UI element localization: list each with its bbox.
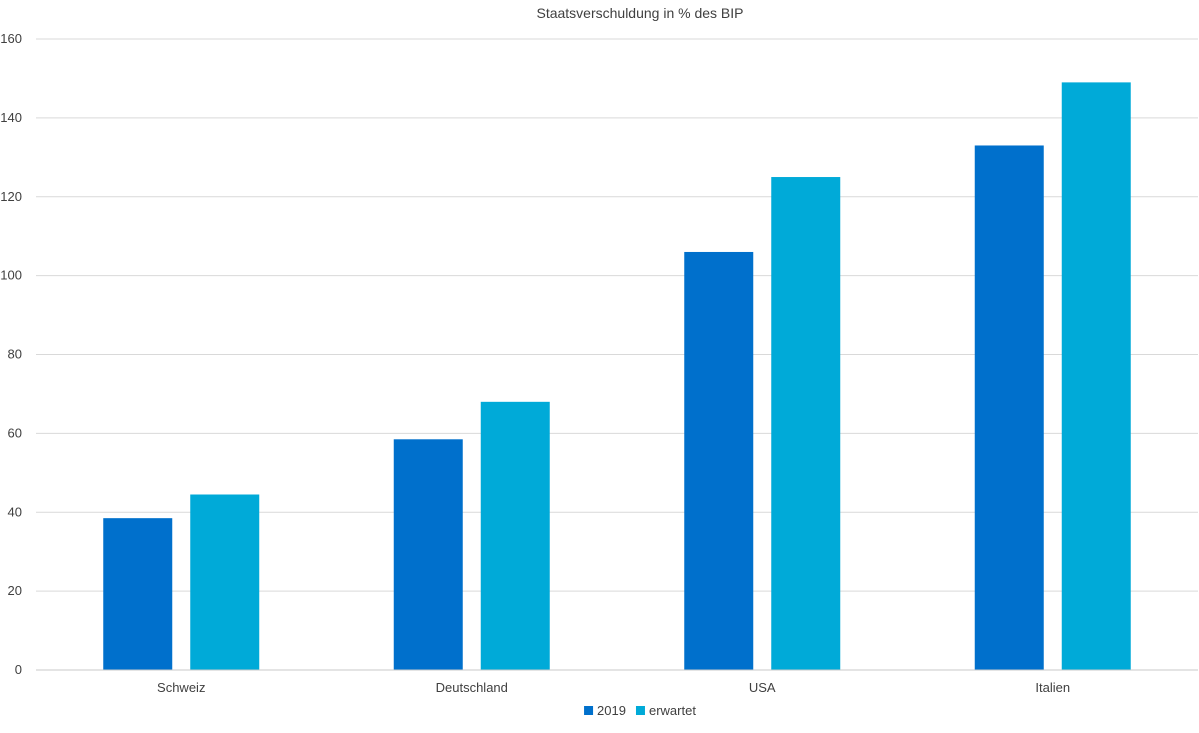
bar-2019-deutschland (393, 439, 463, 670)
bar-erwartet-usa (771, 177, 841, 670)
y-tick-label: 40 (8, 504, 22, 519)
bar-2019-usa (684, 251, 754, 670)
legend-label: 2019 (597, 703, 626, 718)
x-category-label: USA (749, 680, 776, 695)
bar-2019-italien (974, 145, 1044, 670)
legend-item: 2019 (584, 703, 626, 718)
bar-erwartet-deutschland (480, 401, 550, 670)
bar-2019-schweiz (103, 518, 173, 670)
legend-label: erwartet (649, 703, 696, 718)
bar-erwartet-schweiz (190, 494, 260, 670)
x-axis-category-labels: Schweiz Deutschland USA Italien (157, 680, 1070, 695)
y-tick-label: 140 (0, 110, 22, 125)
legend: 2019 erwartet (584, 703, 696, 718)
y-tick-label: 80 (8, 347, 22, 362)
legend-swatch (584, 706, 594, 715)
legend-item: erwartet (635, 703, 696, 718)
x-category-label: Deutschland (436, 680, 508, 695)
y-tick-label: 0 (15, 662, 22, 677)
y-tick-label: 100 (0, 268, 22, 283)
x-category-label: Schweiz (157, 680, 205, 695)
legend-swatch (635, 706, 645, 715)
y-axis-tick-labels: 0 20 40 60 80 100 120 140 160 (0, 31, 22, 677)
y-tick-label: 120 (0, 189, 22, 204)
chart-title: Staatsverschuldung in % des BIP (536, 5, 743, 21)
bar-erwartet-italien (1061, 82, 1131, 671)
bars (103, 82, 1131, 671)
x-category-label: Italien (1035, 680, 1070, 695)
y-tick-label: 160 (0, 31, 22, 46)
y-tick-label: 20 (8, 583, 22, 598)
y-tick-label: 60 (8, 425, 22, 440)
